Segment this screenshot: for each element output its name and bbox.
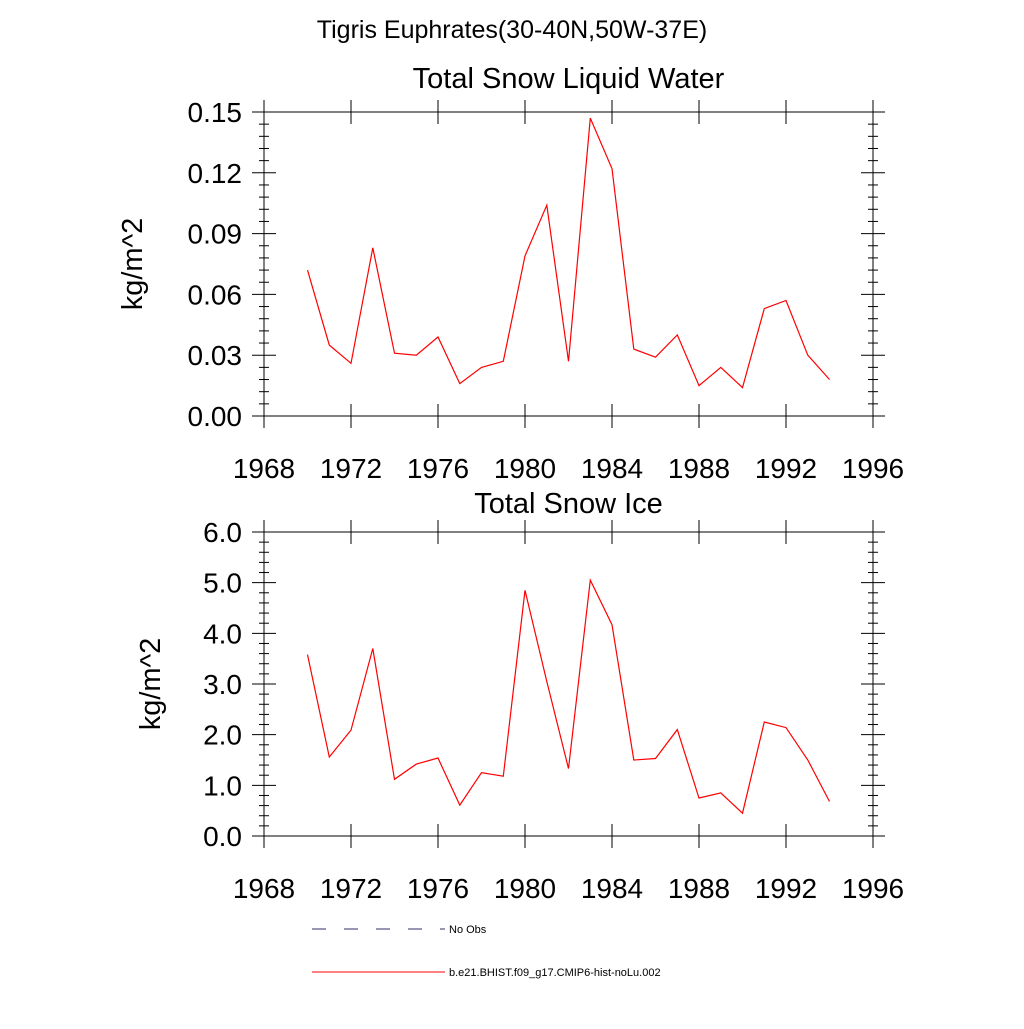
- chart-panel-2: Total Snow Ice kg/m^2 1968 1972 1976 1980 1984…: [135, 488, 904, 904]
- y-tick-label: 0.00: [188, 401, 243, 432]
- x-tick-label: 1988: [668, 453, 730, 484]
- x-tick-label: 1976: [407, 873, 469, 904]
- y-tick-label: 0.0: [203, 821, 242, 852]
- chart-title: Total Snow Ice: [474, 488, 663, 520]
- x-tick-label: 1996: [842, 453, 904, 484]
- x-tick-label: 1972: [320, 873, 382, 904]
- y-tick-label: 0.03: [188, 340, 243, 371]
- y-tick-label: 0.09: [188, 219, 243, 250]
- figure-title: Tigris Euphrates(30-40N,50W-37E): [316, 16, 708, 44]
- x-tick-label: 1976: [407, 453, 469, 484]
- y-tick-label: 3.0: [203, 669, 242, 700]
- x-tick-label: 1992: [755, 453, 817, 484]
- y-tick-label: 4.0: [203, 618, 242, 649]
- x-tick-label: 1980: [494, 873, 556, 904]
- x-tick-label: 1992: [755, 873, 817, 904]
- plot-frame: [263, 531, 874, 837]
- y-tick-label: 1.0: [203, 770, 242, 801]
- x-tick-label: 1996: [842, 873, 904, 904]
- x-tick-label: 1984: [581, 453, 643, 484]
- y-tick-label: 2.0: [203, 720, 242, 751]
- x-tick-label: 1988: [668, 873, 730, 904]
- plot-frame: [263, 111, 874, 417]
- y-tick-label: 0.12: [188, 158, 243, 189]
- chart-title: Total Snow Liquid Water: [413, 63, 725, 95]
- chart-panel-1: Total Snow Liquid Water kg/m^2 1968 1972 197…: [117, 63, 904, 484]
- y-tick-label: 0.06: [188, 279, 243, 310]
- series-line: [306, 577, 831, 815]
- y-axis-label: kg/m^2: [135, 638, 167, 731]
- x-tick-label: 1972: [320, 453, 382, 484]
- y-tick-label: 0.15: [188, 97, 243, 128]
- series-line: [306, 117, 830, 389]
- x-tick-label: 1968: [233, 873, 295, 904]
- x-tick-label: 1980: [494, 453, 556, 484]
- legend-label-1: No Obs: [449, 924, 487, 936]
- legend: No Obs b.e21.BHIST.f09_g17.CMIP6-hist-noL…: [312, 924, 661, 979]
- x-tick-label: 1984: [581, 873, 643, 904]
- legend-label-2: b.e21.BHIST.f09_g17.CMIP6-hist-noLu.002: [449, 967, 661, 979]
- x-tick-label: 1968: [233, 453, 295, 484]
- y-tick-label: 5.0: [203, 568, 242, 599]
- y-axis-label: kg/m^2: [117, 218, 149, 311]
- y-tick-label: 6.0: [203, 517, 242, 548]
